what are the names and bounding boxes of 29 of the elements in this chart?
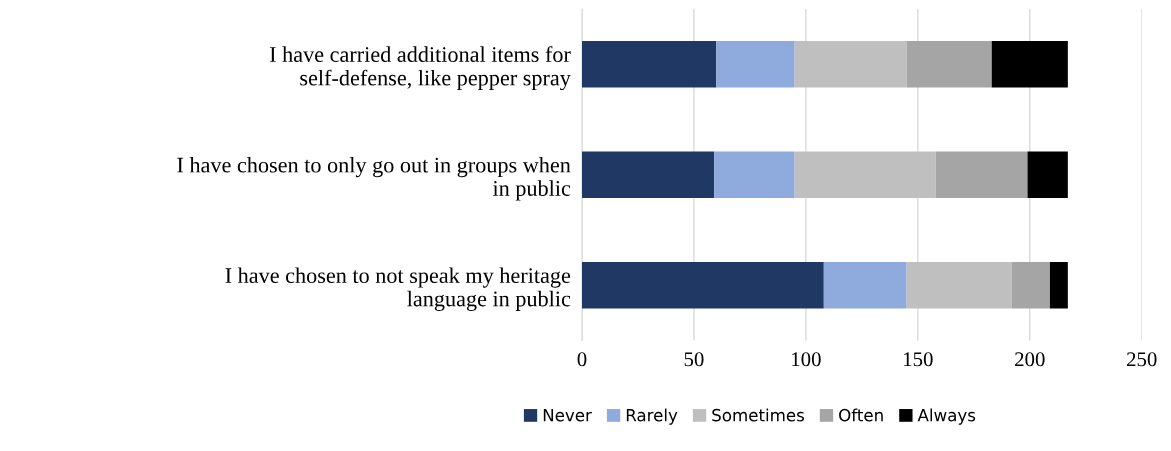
- bar: [823, 262, 907, 309]
- x-tick-label: 200: [1015, 352, 1045, 367]
- y-tick-label: I have chosen to not speak my heritage language in public: [225, 267, 571, 311]
- bar: [581, 151, 715, 198]
- bar: [794, 41, 907, 88]
- x-tick-label: 250: [1127, 352, 1157, 367]
- y-tick-label: I have carried additional items for self-defense, like pepper spray: [269, 46, 571, 91]
- legend-label: Sometimes: [712, 408, 804, 422]
- bar: [906, 41, 992, 88]
- y-tick-label: I have chosen to only go out in groups when in public: [177, 156, 571, 201]
- bar: [794, 151, 936, 198]
- bar: [581, 262, 824, 309]
- bar: [716, 41, 795, 88]
- bar: [991, 41, 1068, 88]
- bar: [581, 41, 717, 88]
- bar: [935, 151, 1028, 198]
- bar: [906, 262, 1012, 309]
- bar: [1027, 151, 1068, 198]
- legend-label: Often: [839, 408, 883, 422]
- legend-label: Rarely: [626, 408, 678, 425]
- legend-label: Always: [917, 408, 976, 425]
- x-tick-label: 100: [792, 352, 821, 367]
- x-tick-label: 150: [904, 352, 933, 367]
- legend-label: Never: [543, 409, 592, 422]
- bar: [1049, 262, 1068, 309]
- x-tick-label: 50: [684, 352, 704, 367]
- x-tick-label: 0: [577, 352, 587, 367]
- bar: [1011, 262, 1050, 309]
- bar: [714, 151, 795, 198]
